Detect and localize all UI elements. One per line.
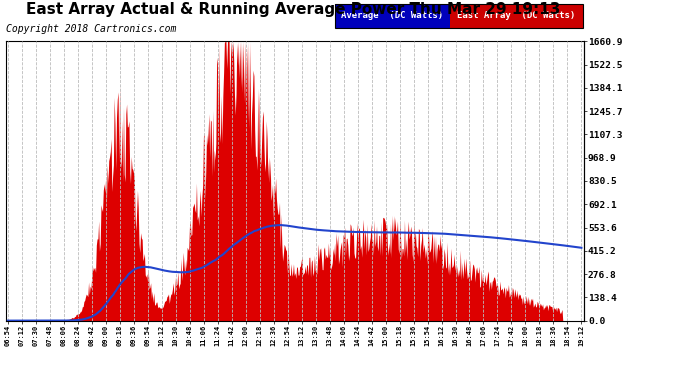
Text: East Array  (DC Watts): East Array (DC Watts): [457, 12, 575, 20]
Text: Average  (DC Watts): Average (DC Watts): [342, 12, 444, 20]
Text: East Array Actual & Running Average Power Thu Mar 29 19:13: East Array Actual & Running Average Powe…: [26, 2, 560, 17]
Text: Copyright 2018 Cartronics.com: Copyright 2018 Cartronics.com: [6, 24, 176, 34]
Bar: [335, 4, 450, 28]
Bar: [450, 4, 583, 28]
